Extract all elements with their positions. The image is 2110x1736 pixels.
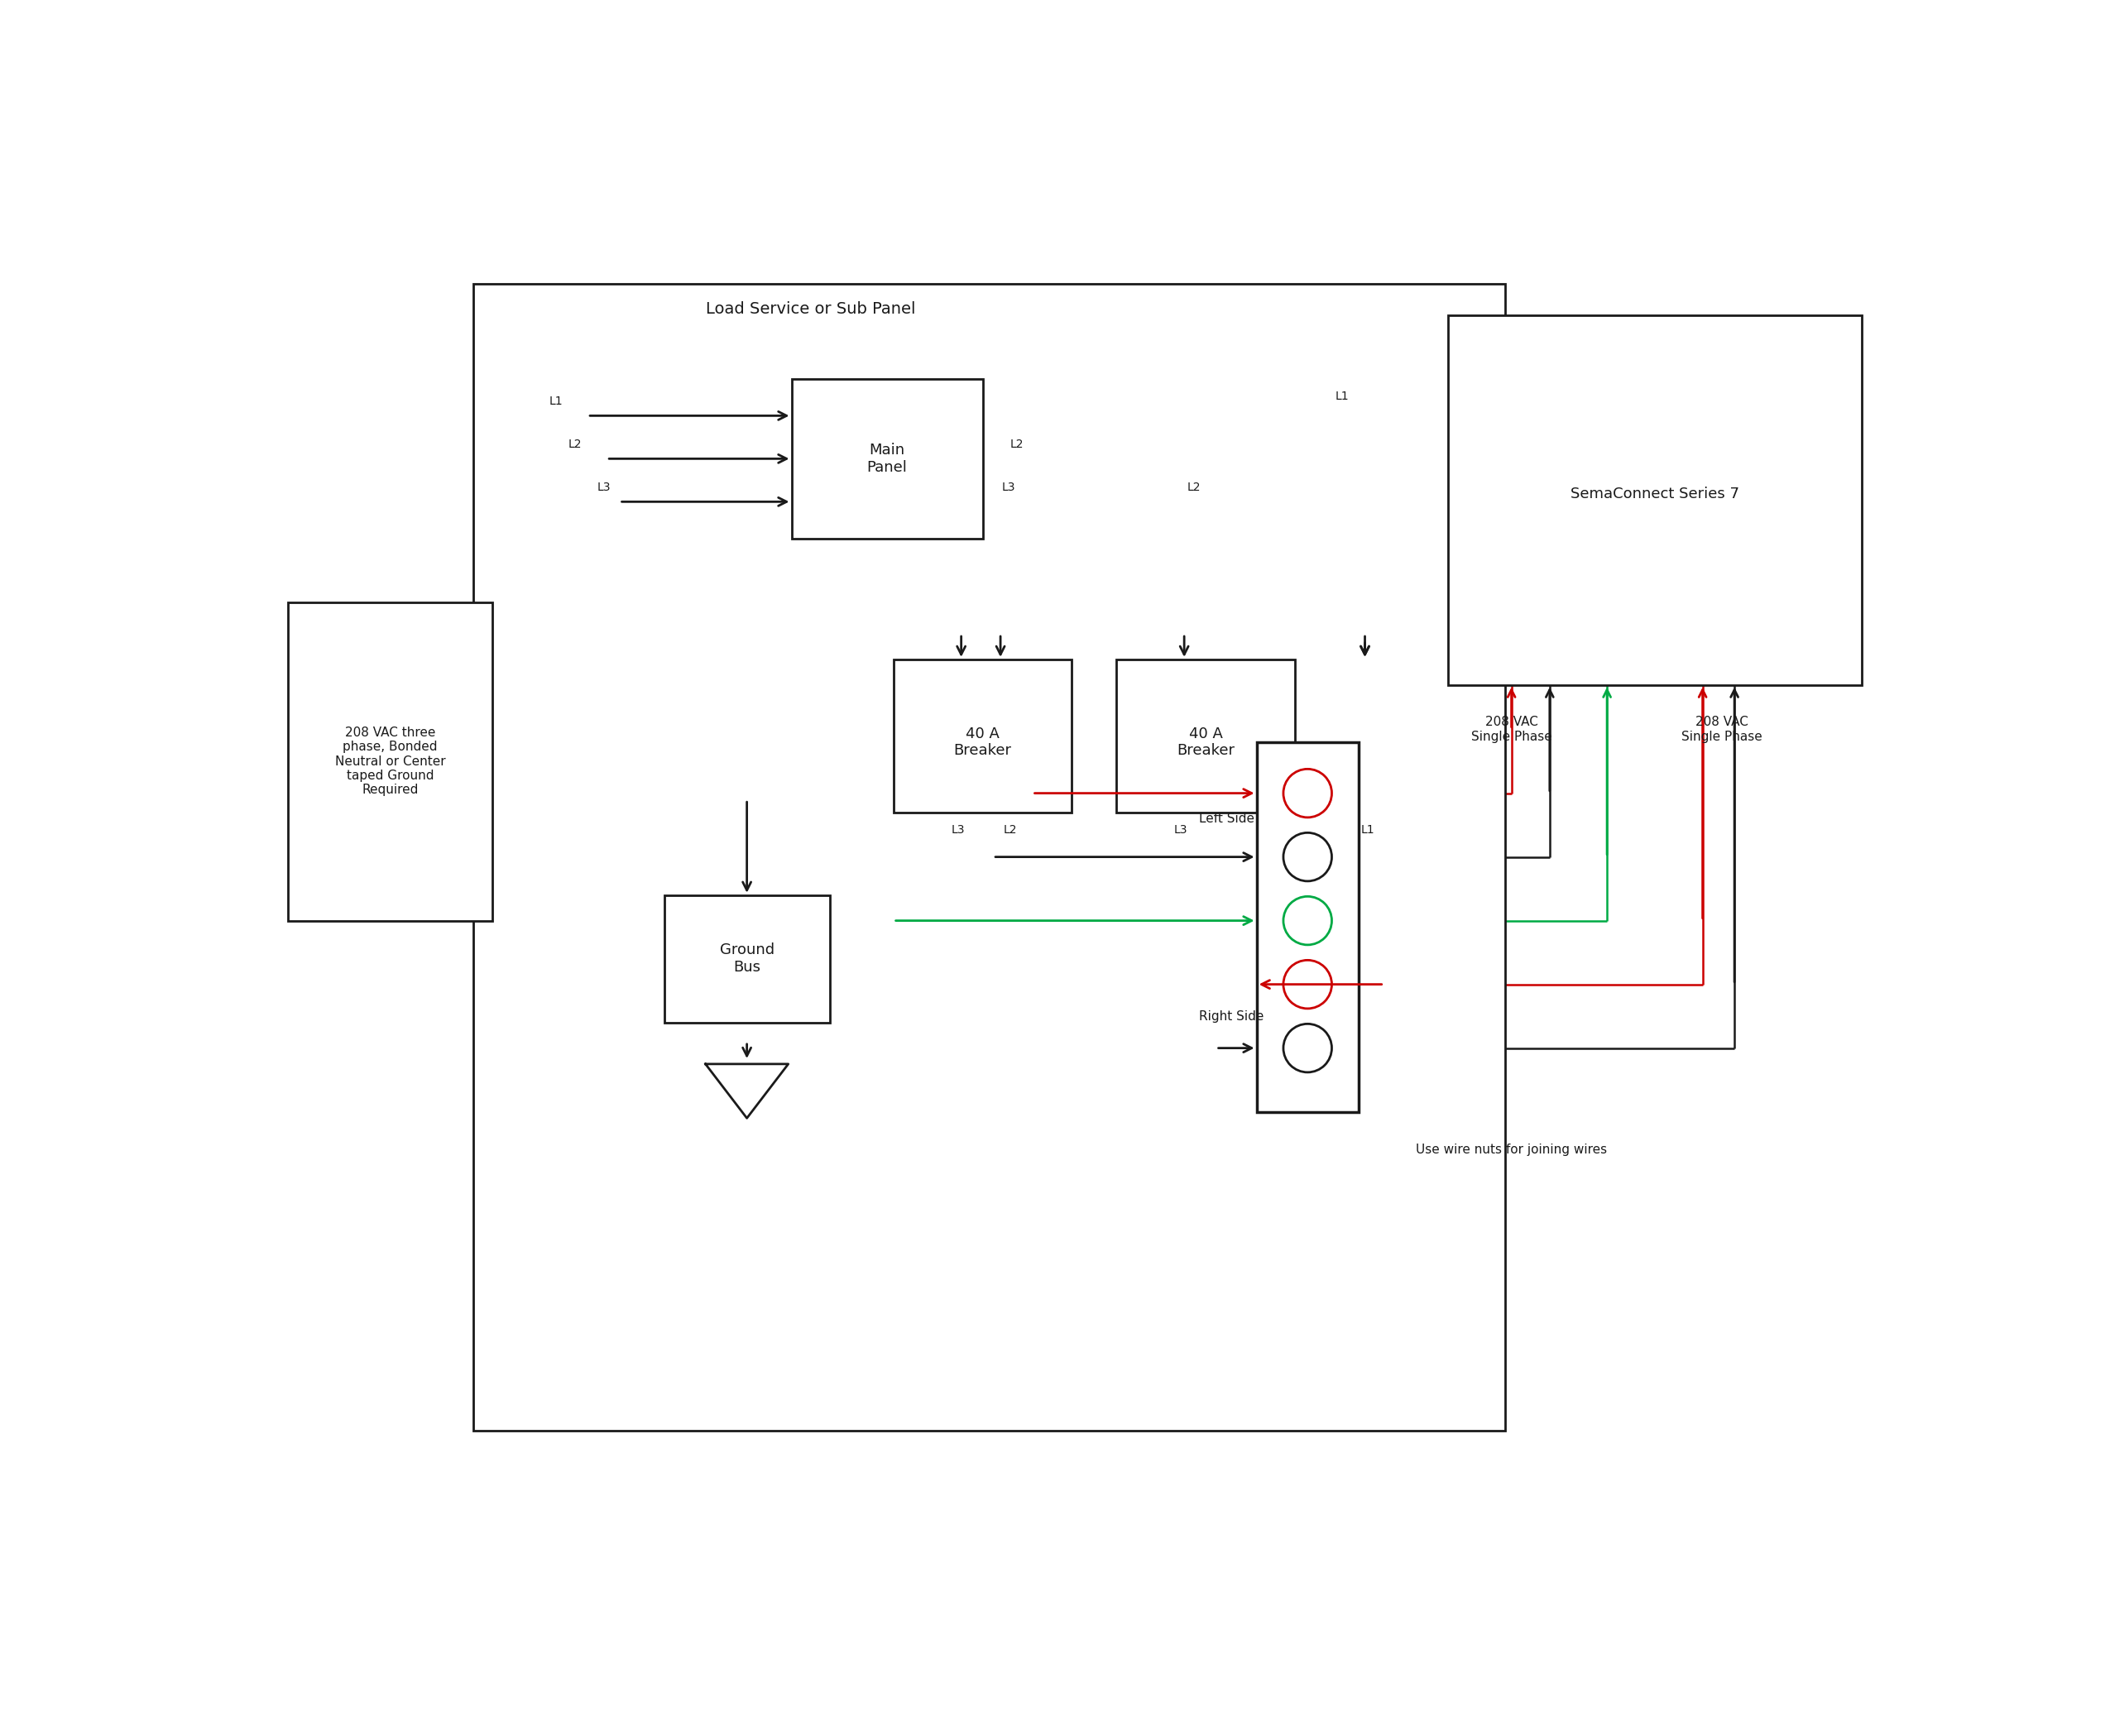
Circle shape — [1283, 896, 1331, 944]
Text: L3: L3 — [1002, 483, 1015, 493]
Circle shape — [1283, 769, 1331, 818]
Text: 40 A
Breaker: 40 A Breaker — [954, 726, 1011, 759]
Text: L1: L1 — [1361, 825, 1376, 837]
Text: 208 VAC three
phase, Bonded
Neutral or Center
taped Ground
Required: 208 VAC three phase, Bonded Neutral or C… — [335, 726, 445, 797]
Text: Ground
Bus: Ground Bus — [720, 943, 774, 976]
Bar — [1116, 660, 1296, 812]
Text: L3: L3 — [952, 825, 964, 837]
Text: Right Side: Right Side — [1198, 1010, 1264, 1023]
Text: 208 VAC
Single Phase: 208 VAC Single Phase — [1682, 715, 1762, 743]
Bar — [1447, 316, 1861, 686]
Text: Load Service or Sub Panel: Load Service or Sub Panel — [705, 300, 916, 318]
Bar — [289, 602, 492, 920]
Circle shape — [1283, 960, 1331, 1009]
Text: Main
Panel: Main Panel — [867, 443, 907, 474]
Text: L1: L1 — [549, 396, 563, 408]
Text: L2: L2 — [1188, 483, 1201, 493]
Text: L3: L3 — [1173, 825, 1188, 837]
Text: 40 A
Breaker: 40 A Breaker — [1177, 726, 1234, 759]
Text: Use wire nuts for joining wires: Use wire nuts for joining wires — [1416, 1144, 1608, 1156]
Bar — [665, 896, 829, 1023]
Text: L3: L3 — [597, 483, 610, 493]
Bar — [893, 660, 1072, 812]
Text: 208 VAC
Single Phase: 208 VAC Single Phase — [1471, 715, 1551, 743]
Text: L2: L2 — [568, 439, 582, 450]
Text: SemaConnect Series 7: SemaConnect Series 7 — [1570, 486, 1739, 502]
Text: L2: L2 — [1002, 825, 1017, 837]
Bar — [473, 283, 1504, 1430]
Circle shape — [1283, 833, 1331, 882]
Text: L2: L2 — [1011, 439, 1023, 450]
Text: L1: L1 — [1336, 391, 1348, 403]
Bar — [1258, 743, 1359, 1111]
Bar — [791, 378, 983, 538]
Text: Left Side: Left Side — [1198, 812, 1255, 825]
Circle shape — [1283, 1024, 1331, 1073]
